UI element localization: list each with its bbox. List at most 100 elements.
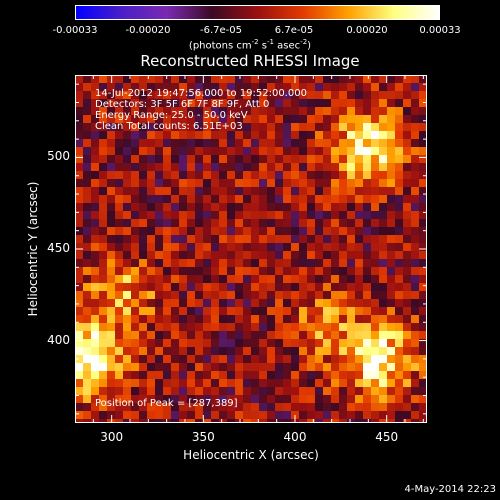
heatmap-pixel xyxy=(411,123,419,131)
heatmap-pixel xyxy=(115,83,123,91)
heatmap-pixel xyxy=(291,179,299,187)
heatmap-pixel xyxy=(411,379,419,387)
heatmap-pixel xyxy=(299,323,307,331)
heatmap-pixel xyxy=(163,147,171,155)
heatmap-pixel xyxy=(355,171,363,179)
heatmap-pixel xyxy=(147,395,155,403)
heatmap-pixel xyxy=(259,99,267,107)
heatmap-pixel xyxy=(115,91,123,99)
heatmap-pixel xyxy=(107,347,115,355)
heatmap-pixel xyxy=(155,155,163,163)
heatmap-pixel xyxy=(163,155,171,163)
heatmap-pixel xyxy=(211,75,219,83)
heatmap-pixel xyxy=(131,179,139,187)
heatmap-pixel xyxy=(363,419,371,423)
heatmap-pixel xyxy=(371,331,379,339)
heatmap-pixel xyxy=(91,379,99,387)
heatmap-pixel xyxy=(139,283,147,291)
heatmap-pixel xyxy=(227,211,235,219)
heatmap-pixel xyxy=(283,123,291,131)
heatmap-pixel xyxy=(379,403,387,411)
heatmap-pixel xyxy=(347,211,355,219)
heatmap-pixel xyxy=(403,251,411,259)
heatmap-pixel xyxy=(395,379,403,387)
heatmap-pixel xyxy=(75,171,83,179)
heatmap-pixel xyxy=(339,283,347,291)
heatmap-pixel xyxy=(115,267,123,275)
heatmap-pixel xyxy=(299,123,307,131)
heatmap-pixel xyxy=(379,379,387,387)
heatmap-pixel xyxy=(195,315,203,323)
heatmap-pixel xyxy=(339,75,347,83)
heatmap-pixel xyxy=(131,195,139,203)
heatmap-pixel xyxy=(131,91,139,99)
heatmap-pixel xyxy=(83,331,91,339)
heatmap-pixel xyxy=(315,339,323,347)
heatmap-pixel xyxy=(75,331,83,339)
heatmap-pixel xyxy=(275,387,283,395)
heatmap-pixel xyxy=(211,163,219,171)
heatmap-pixel xyxy=(195,339,203,347)
heatmap-pixel xyxy=(355,75,363,83)
heatmap-pixel xyxy=(371,299,379,307)
heatmap-pixel xyxy=(331,379,339,387)
heatmap-pixel xyxy=(211,299,219,307)
heatmap-pixel xyxy=(299,211,307,219)
heatmap-pixel xyxy=(267,163,275,171)
heatmap-pixel xyxy=(243,355,251,363)
heatmap-pixel xyxy=(235,371,243,379)
heatmap-pixel xyxy=(115,395,123,403)
heatmap-pixel xyxy=(115,131,123,139)
heatmap-pixel xyxy=(403,211,411,219)
heatmap-pixel xyxy=(123,171,131,179)
heatmap-pixel xyxy=(235,171,243,179)
heatmap-pixel xyxy=(283,75,291,83)
heatmap-pixel xyxy=(267,387,275,395)
heatmap-pixel xyxy=(331,339,339,347)
heatmap-pixel xyxy=(315,259,323,267)
heatmap-pixel xyxy=(411,371,419,379)
heatmap-pixel xyxy=(171,91,179,99)
heatmap-pixel xyxy=(379,179,387,187)
heatmap-pixel xyxy=(83,315,91,323)
heatmap-pixel xyxy=(211,331,219,339)
heatmap-pixel xyxy=(267,83,275,91)
heatmap-pixel xyxy=(115,363,123,371)
heatmap-pixel xyxy=(163,339,171,347)
heatmap-pixel xyxy=(83,283,91,291)
heatmap-pixel xyxy=(251,371,259,379)
heatmap-pixel xyxy=(219,307,227,315)
heatmap-pixel xyxy=(315,211,323,219)
heatmap-pixel xyxy=(267,291,275,299)
heatmap-pixel xyxy=(299,147,307,155)
heatmap-pixel xyxy=(99,331,107,339)
heatmap-pixel xyxy=(339,371,347,379)
heatmap-pixel xyxy=(403,371,411,379)
heatmap-pixel xyxy=(331,227,339,235)
heatmap-pixel xyxy=(379,283,387,291)
heatmap-pixel xyxy=(379,219,387,227)
heatmap-pixel xyxy=(371,123,379,131)
heatmap-pixel xyxy=(403,195,411,203)
heatmap-pixel xyxy=(155,259,163,267)
heatmap-pixel xyxy=(91,243,99,251)
heatmap-pixel xyxy=(395,291,403,299)
heatmap-pixel xyxy=(315,91,323,99)
heatmap-pixel xyxy=(403,275,411,283)
heatmap-pixel xyxy=(131,403,139,411)
heatmap-pixel xyxy=(307,139,315,147)
heatmap-pixel xyxy=(347,251,355,259)
heatmap-pixel xyxy=(203,355,211,363)
heatmap-pixel xyxy=(371,387,379,395)
heatmap-pixel xyxy=(339,235,347,243)
heatmap-pixel xyxy=(299,83,307,91)
heatmap-pixel xyxy=(219,291,227,299)
heatmap-pixel xyxy=(299,267,307,275)
heatmap-pixel xyxy=(275,123,283,131)
heatmap-pixel xyxy=(219,323,227,331)
heatmap-pixel xyxy=(131,203,139,211)
heatmap-pixel xyxy=(323,315,331,323)
heatmap-pixel xyxy=(387,163,395,171)
colorbar xyxy=(75,5,440,20)
heatmap-pixel xyxy=(107,131,115,139)
